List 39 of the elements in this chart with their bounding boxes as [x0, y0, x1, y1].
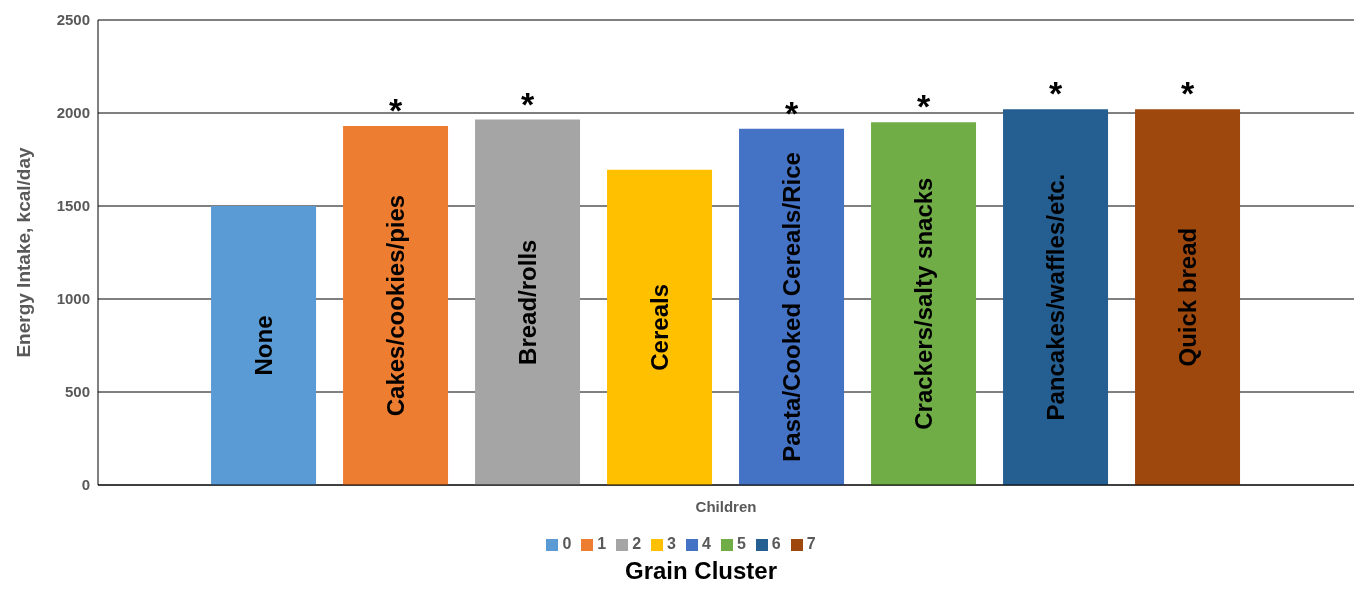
legend-label: 1 [597, 535, 607, 552]
annotation: * [520, 84, 535, 123]
y-tick-label: 2500 [56, 11, 90, 29]
legend-label: 2 [632, 535, 642, 552]
y-axis-title: Energy Intake, kcal/day [12, 146, 34, 358]
legend-label: 0 [562, 535, 572, 552]
data-label: Pancakes/waffles/etc. [1042, 173, 1070, 421]
y-tick-label: 1500 [56, 197, 90, 215]
bar [871, 122, 977, 485]
data-label: Quick bread [1174, 227, 1202, 367]
data-label: Cakes/cookies/pies [382, 194, 410, 417]
legend-label: 4 [702, 535, 711, 552]
y-tick-label: 2000 [56, 104, 90, 122]
legend-label: 5 [736, 535, 746, 552]
annotation: * [1048, 74, 1063, 113]
data-label: Pasta/Cooked Cereals/Rice [778, 152, 806, 462]
annotation: * [916, 87, 931, 126]
data-label: Cereals [646, 284, 674, 371]
bar [739, 128, 845, 485]
annotation: * [388, 91, 403, 130]
x-tick-label: Children [695, 497, 757, 515]
bar [343, 126, 449, 485]
legend-label: 7 [806, 535, 816, 552]
x-axis-title: Grain Cluster [623, 557, 778, 585]
data-label: Bread/rolls [514, 239, 542, 365]
bar [607, 169, 713, 485]
data-label: None [250, 315, 278, 376]
annotation: * [1180, 74, 1195, 113]
y-tick-label: 0 [81, 476, 90, 494]
y-tick-label: 500 [64, 383, 90, 401]
annotation: * [784, 93, 799, 132]
bar [475, 119, 581, 485]
bar [1003, 109, 1109, 485]
y-tick-label: 1000 [56, 290, 90, 308]
legend-label: 6 [771, 535, 781, 552]
bar [1135, 109, 1241, 485]
data-label: Crackers/salty snacks [910, 177, 938, 430]
bar [211, 206, 317, 485]
legend-label: 3 [667, 535, 676, 552]
